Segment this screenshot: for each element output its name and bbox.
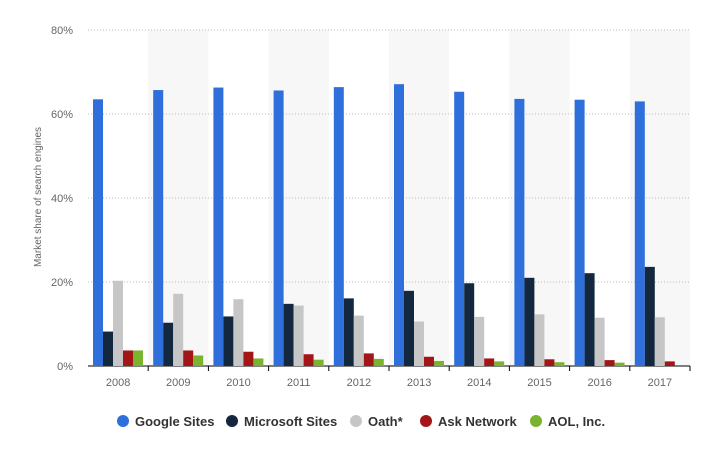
bar [614, 362, 625, 366]
bar [664, 361, 675, 366]
y-tick-label: 40% [51, 193, 73, 205]
legend-label: Oath* [368, 414, 404, 429]
y-axis: 0% 20% 40% 60% 80% [51, 25, 73, 373]
bar [474, 316, 485, 366]
legend-marker-icon [117, 415, 129, 427]
bar [644, 266, 655, 366]
x-tick-label: 2009 [166, 377, 190, 389]
x-tick-label: 2010 [226, 377, 250, 389]
legend-marker-icon [530, 415, 542, 427]
legend-label: Ask Network [438, 414, 518, 429]
bar [363, 353, 374, 366]
bar [243, 351, 254, 366]
bar [554, 362, 565, 366]
bar [223, 316, 234, 366]
bar [133, 350, 143, 366]
x-tick-label: 2013 [407, 377, 431, 389]
bar [404, 290, 414, 366]
bar [424, 356, 434, 366]
bar [414, 321, 424, 366]
bar [103, 331, 113, 366]
bar [464, 283, 475, 366]
x-tick-label: 2011 [287, 377, 311, 389]
bar [634, 101, 645, 367]
bar [394, 84, 404, 367]
x-tick-label: 2014 [467, 377, 491, 389]
bar [193, 355, 204, 366]
bar [253, 358, 264, 366]
x-axis: 2008 2009 2010 2011 2012 2013 2014 2015 2016 2017 [106, 366, 691, 389]
x-tick-label: 2017 [648, 377, 672, 389]
bar [353, 315, 364, 366]
bar [293, 305, 304, 366]
bar [434, 360, 444, 366]
bar [574, 99, 585, 366]
bar [123, 350, 133, 366]
bar [153, 90, 164, 366]
legend-item[interactable]: Microsoft Sites [226, 414, 337, 429]
bar [93, 99, 103, 367]
bars [93, 84, 675, 367]
bar [343, 298, 354, 366]
legend-marker-icon [350, 415, 362, 427]
bar [534, 314, 545, 366]
bar [544, 359, 555, 366]
bar [524, 277, 535, 366]
bar [163, 322, 174, 366]
bar [283, 303, 294, 366]
bar [454, 91, 465, 367]
bar [313, 359, 324, 366]
legend-label: AOL, Inc. [548, 414, 605, 429]
bar [333, 87, 344, 367]
legend-item[interactable]: Ask Network [420, 414, 518, 429]
y-tick-label: 0% [57, 361, 73, 373]
bar [173, 293, 184, 366]
bar [233, 299, 244, 366]
legend-item[interactable]: Google Sites [117, 414, 214, 429]
bar [604, 360, 615, 366]
y-tick-label: 20% [51, 277, 73, 289]
legend-label: Microsoft Sites [244, 414, 337, 429]
x-tick-label: 2008 [106, 377, 130, 389]
bar [594, 317, 605, 366]
legend-item[interactable]: AOL, Inc. [530, 414, 605, 429]
y-axis-title: Market share of search engines [33, 127, 44, 267]
bar [303, 354, 314, 366]
legend-item[interactable]: Oath* [350, 414, 404, 429]
bar [273, 90, 284, 366]
x-tick-label: 2012 [347, 377, 371, 389]
x-tick-label: 2016 [587, 377, 611, 389]
bar [373, 358, 384, 366]
bar [484, 358, 495, 366]
bar [183, 350, 194, 366]
y-tick-label: 80% [51, 25, 73, 37]
legend: Google Sites Microsoft Sites Oath* Ask Netw… [117, 414, 605, 429]
y-tick-label: 60% [51, 109, 73, 121]
bar [514, 98, 525, 366]
bar [584, 273, 595, 366]
legend-marker-icon [226, 415, 238, 427]
legend-label: Google Sites [135, 414, 214, 429]
x-tick-label: 2015 [527, 377, 551, 389]
bar [113, 280, 123, 366]
bar [494, 361, 505, 366]
bar [654, 317, 665, 366]
legend-marker-icon [420, 415, 432, 427]
bar [213, 87, 224, 366]
